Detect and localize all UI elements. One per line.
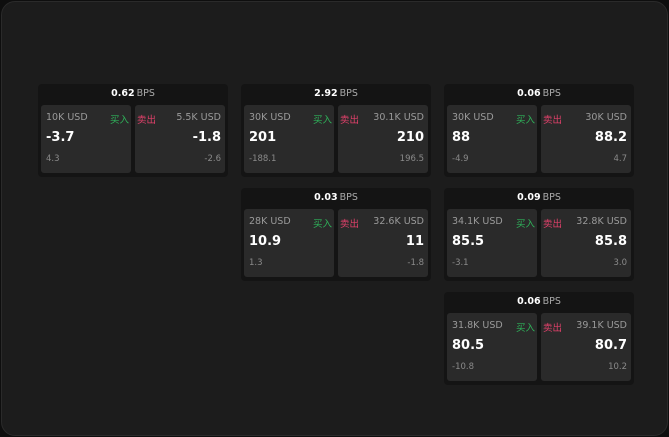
sell-price: -1.8 [192, 130, 221, 145]
sell-label: 卖出 [543, 219, 563, 230]
spread-value: 0.06 [517, 88, 541, 99]
buy-change: -3.1 [452, 258, 469, 268]
sell-price: 80.7 [594, 338, 627, 353]
sell-label: 卖出 [340, 219, 360, 230]
buy-card[interactable]: 34.1K USD 买入 85.5 -3.1 [447, 209, 537, 277]
buy-label: 买入 [312, 219, 332, 230]
buy-price: 85.5 [452, 234, 485, 249]
buy-change: -10.8 [452, 362, 474, 372]
buy-quantity: 30K USD [452, 112, 494, 123]
buy-card[interactable]: 31.8K USD 买入 80.5 -10.8 [447, 313, 537, 381]
sell-label: 卖出 [340, 115, 360, 126]
buy-price: -3.7 [46, 130, 75, 145]
buy-quantity: 28K USD [249, 216, 291, 227]
quote-panel: 0.62 BPS 10K USD 买入 -3.7 4.3 卖出 5.5K USD … [38, 84, 228, 177]
quote-panel: 2.92 BPS 30K USD 买入 201 -188.1 卖出 30.1K U… [241, 84, 431, 177]
spread-header: 0.03 BPS [241, 188, 431, 208]
buy-card[interactable]: 30K USD 买入 201 -188.1 [244, 105, 334, 173]
spread-header: 2.92 BPS [241, 84, 431, 104]
buy-card[interactable]: 10K USD 买入 -3.7 4.3 [41, 105, 131, 173]
spread-unit: BPS [542, 296, 561, 307]
buy-price: 88 [452, 130, 471, 145]
sell-quantity: 32.6K USD [373, 216, 424, 227]
buy-label: 买入 [515, 323, 535, 334]
sell-quantity: 39.1K USD [576, 320, 627, 331]
buy-label: 买入 [312, 115, 332, 126]
buy-label: 买入 [109, 115, 129, 126]
buy-quantity: 34.1K USD [452, 216, 503, 227]
spread-value: 0.06 [517, 296, 541, 307]
buy-price: 80.5 [452, 338, 485, 353]
buy-change: 4.3 [46, 154, 60, 164]
spread-unit: BPS [542, 192, 561, 203]
buy-quantity: 30K USD [249, 112, 291, 123]
spread-header: 0.09 BPS [444, 188, 634, 208]
buy-change: -4.9 [452, 154, 469, 164]
sell-change: 196.5 [399, 154, 424, 164]
buy-price: 10.9 [249, 234, 282, 249]
spread-unit: BPS [339, 88, 358, 99]
spread-header: 0.62 BPS [38, 84, 228, 104]
sell-card[interactable]: 卖出 30K USD 88.2 4.7 [541, 105, 631, 173]
buy-card[interactable]: 28K USD 买入 10.9 1.3 [244, 209, 334, 277]
sell-label: 卖出 [137, 115, 157, 126]
sell-price: 210 [396, 130, 424, 145]
sell-price: 88.2 [594, 130, 627, 145]
quote-panel: 0.09 BPS 34.1K USD 买入 85.5 -3.1 卖出 32.8K … [444, 188, 634, 281]
buy-quantity: 10K USD [46, 112, 88, 123]
sell-card[interactable]: 卖出 5.5K USD -1.8 -2.6 [135, 105, 225, 173]
sell-card[interactable]: 卖出 32.8K USD 85.8 3.0 [541, 209, 631, 277]
sell-price: 11 [405, 234, 424, 249]
sell-change: -2.6 [204, 154, 221, 164]
sell-label: 卖出 [543, 323, 563, 334]
buy-price: 201 [249, 130, 277, 145]
spread-header: 0.06 BPS [444, 292, 634, 312]
buy-label: 买入 [515, 219, 535, 230]
quote-panel: 0.06 BPS 30K USD 买入 88 -4.9 卖出 30K USD 88… [444, 84, 634, 177]
sell-change: 10.2 [608, 362, 627, 372]
spread-value: 0.09 [517, 192, 541, 203]
quote-panel: 0.06 BPS 31.8K USD 买入 80.5 -10.8 卖出 39.1K… [444, 292, 634, 385]
sell-change: 4.7 [613, 154, 627, 164]
buy-label: 买入 [515, 115, 535, 126]
sell-price: 85.8 [594, 234, 627, 249]
buy-change: 1.3 [249, 258, 263, 268]
sell-quantity: 30K USD [585, 112, 627, 123]
spread-unit: BPS [542, 88, 561, 99]
spread-value: 0.03 [314, 192, 338, 203]
sell-change: 3.0 [613, 258, 627, 268]
spread-header: 0.06 BPS [444, 84, 634, 104]
sell-card[interactable]: 卖出 32.6K USD 11 -1.8 [338, 209, 428, 277]
quote-panel: 0.03 BPS 28K USD 买入 10.9 1.3 卖出 32.6K USD… [241, 188, 431, 281]
sell-card[interactable]: 卖出 39.1K USD 80.7 10.2 [541, 313, 631, 381]
buy-card[interactable]: 30K USD 买入 88 -4.9 [447, 105, 537, 173]
spread-value: 2.92 [314, 88, 338, 99]
sell-quantity: 32.8K USD [576, 216, 627, 227]
buy-change: -188.1 [249, 154, 277, 164]
spread-unit: BPS [136, 88, 155, 99]
spread-value: 0.62 [111, 88, 135, 99]
sell-change: -1.8 [407, 258, 424, 268]
sell-quantity: 5.5K USD [176, 112, 221, 123]
spread-unit: BPS [339, 192, 358, 203]
sell-quantity: 30.1K USD [373, 112, 424, 123]
sell-card[interactable]: 卖出 30.1K USD 210 196.5 [338, 105, 428, 173]
sell-label: 卖出 [543, 115, 563, 126]
buy-quantity: 31.8K USD [452, 320, 503, 331]
